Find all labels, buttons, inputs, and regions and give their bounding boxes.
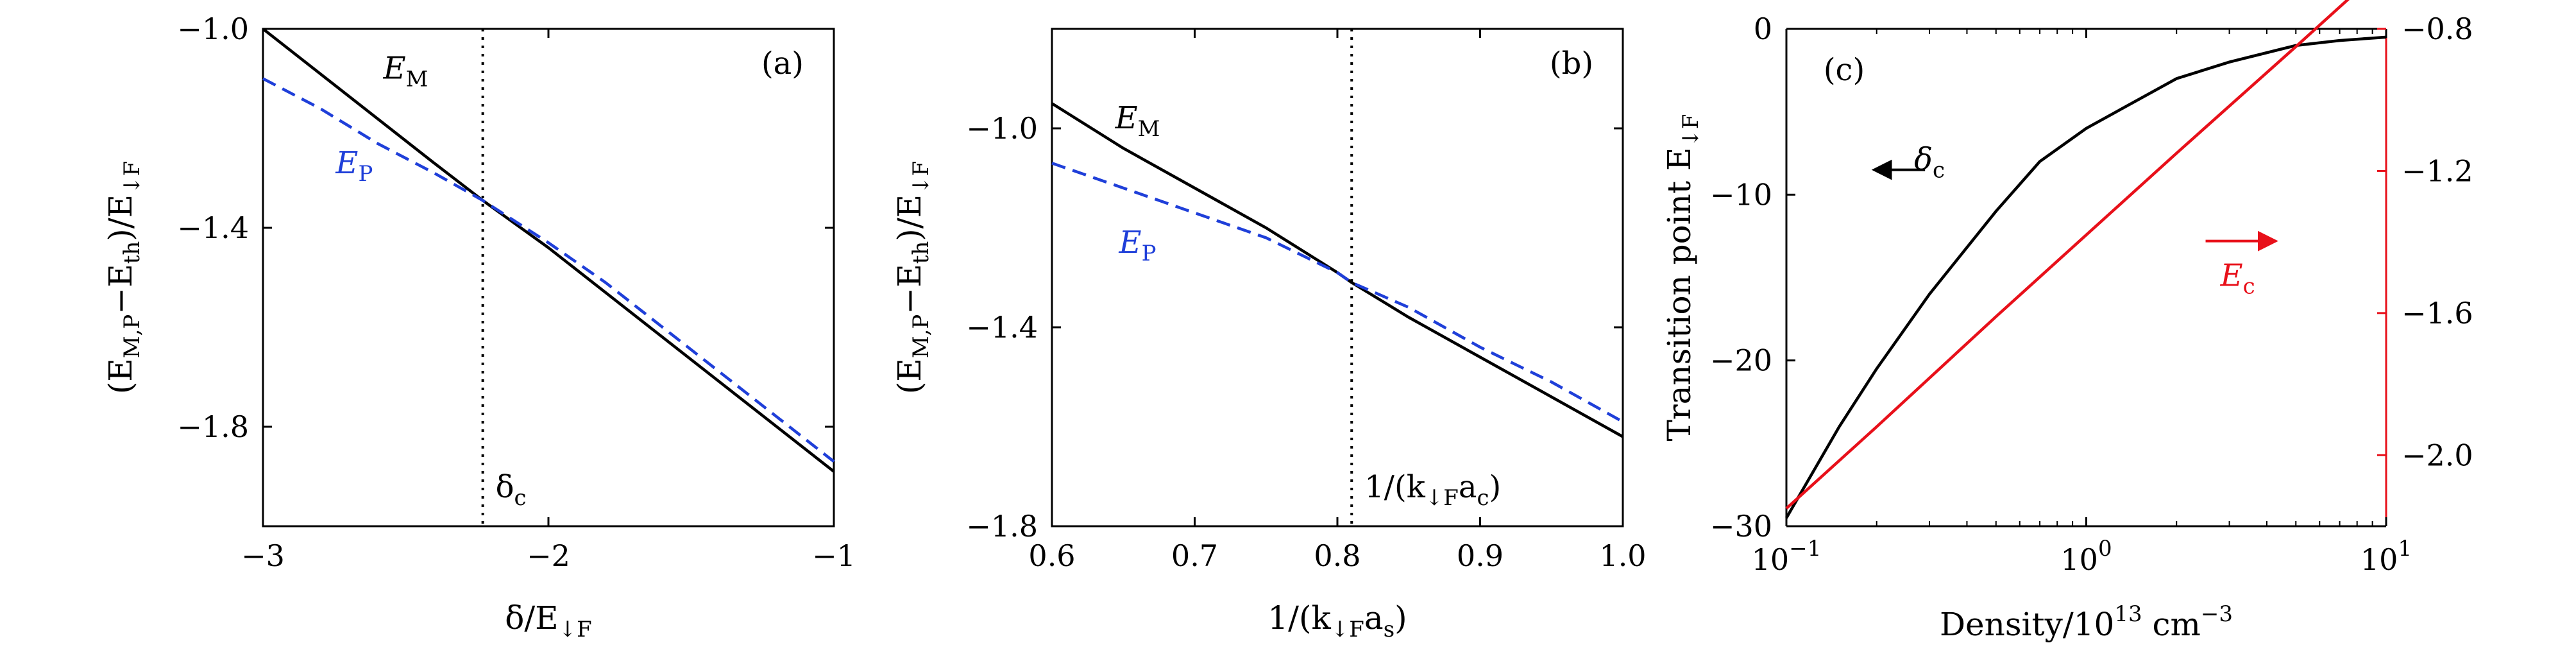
y-left-tick-label: −30 (1710, 509, 1772, 544)
x-tick-label: 100 (2060, 536, 2112, 577)
y-tick-label: −1.4 (966, 310, 1038, 345)
panel-a: −3 −2 −1 −1.0 −1.4 −1.8 δc EM EP (a) δ/E↓F (EM,P−Et… (102, 12, 856, 642)
series-line-M (262, 28, 835, 473)
x-tick-label: 0.6 (1028, 538, 1075, 573)
series-label-P: EP (1119, 225, 1157, 266)
series-line-c-left (1785, 35, 2387, 519)
x-tick-label: 0.9 (1457, 538, 1504, 573)
series-label-P: EP (335, 145, 373, 187)
x-tick-label: 0.8 (1314, 538, 1360, 573)
series-label-left: δc (1914, 142, 1945, 184)
x-tick-label: −2 (527, 538, 570, 573)
panel-b: 0.6 0.7 0.8 0.9 1.0 −1.0 −1.4 −1.8 1/(k↓Fac) EM EP… (891, 28, 1647, 642)
x-tick-label: 0.7 (1171, 538, 1218, 573)
panel-label: (c) (1824, 52, 1865, 88)
x-axis-label: δ/E↓F (505, 599, 592, 642)
y-tick-label: −1.0 (177, 12, 249, 46)
y-tick-label: −1.4 (177, 210, 249, 245)
transition-vline-label: δc (496, 469, 527, 511)
x-tick-label: 10−1 (1752, 536, 1822, 577)
y-tick-label: −1.0 (966, 111, 1038, 146)
y-left-tick-label: 0 (1754, 12, 1772, 46)
series-label-M: EM (383, 51, 428, 92)
y-axis-label: (EM,P−Eth)/E↓F (102, 161, 145, 394)
panel-label: (a) (761, 46, 804, 82)
y-tick-label: −1.8 (177, 409, 249, 444)
series-line-P (1051, 162, 1624, 424)
y-right-tick-label: −0.8 (2402, 12, 2473, 46)
x-axis-label: 1/(k↓Fas) (1267, 599, 1407, 642)
y-left-tick-label: −10 (1710, 177, 1772, 212)
series-line-c-right (1785, 0, 2350, 510)
x-tick-label: 101 (2360, 536, 2412, 577)
series-line-P (262, 77, 835, 463)
plot-frame (262, 28, 835, 528)
panel-label: (b) (1550, 46, 1593, 82)
y-right-tick-label: −2.0 (2402, 438, 2473, 472)
y-tick-label: −1.8 (966, 509, 1038, 544)
series-label-M: EM (1115, 100, 1160, 142)
x-tick-label: −1 (812, 538, 856, 573)
x-axis-label: Density/1013 cm−3 (1940, 601, 2233, 643)
y-left-tick-label: −20 (1710, 343, 1772, 378)
series-label-right: Ec (2220, 257, 2255, 299)
y-left-axis-label: Transition point E↓F (1661, 114, 1704, 441)
series-line-M (1051, 102, 1624, 438)
y-right-tick-label: −1.6 (2402, 296, 2473, 330)
transition-vline-label: 1/(k↓Fac) (1364, 469, 1501, 511)
x-tick-label: −3 (241, 538, 285, 573)
y-right-tick-label: −1.2 (2402, 153, 2473, 188)
y-axis-label: (EM,P−Eth)/E↓F (891, 161, 934, 394)
panel-c: 10−1 100 101 0 −10 −20 −30 −0.8 −1.2 −1.6 −2.0 δc Ec… (1661, 0, 2473, 643)
x-tick-label: 1.0 (1599, 538, 1646, 573)
